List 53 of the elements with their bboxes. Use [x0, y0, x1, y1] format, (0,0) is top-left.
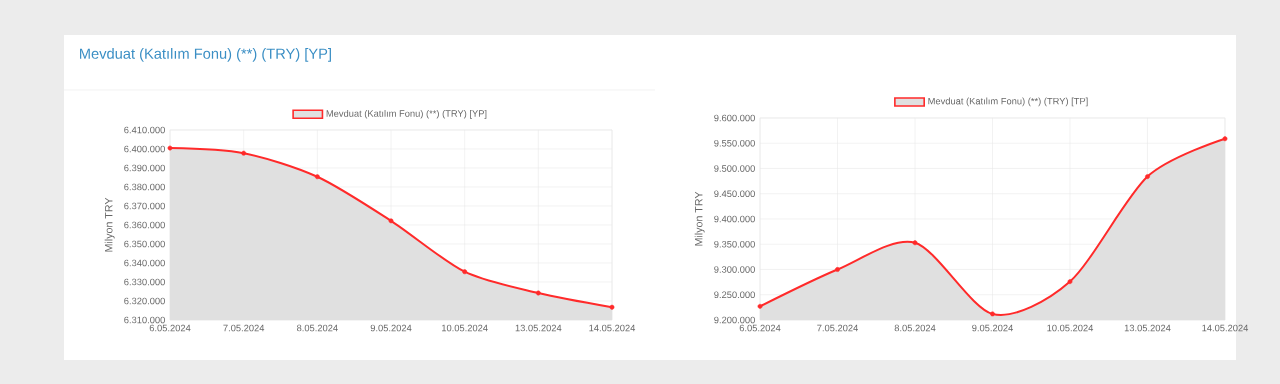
- y-tick-label: 6.310.000: [124, 316, 165, 324]
- chart-title: Mevduat (Katılım Fonu) (**) (TRY) [YP]: [80, 48, 331, 62]
- point: [835, 267, 840, 272]
- x-tick-label: 13.05.2024: [515, 324, 562, 332]
- point: [388, 218, 394, 224]
- x-tick-label: 13.05.2024: [1124, 324, 1171, 332]
- x-tick-label: 6.05.2024: [149, 324, 191, 332]
- x-tick-label: 9.05.2024: [972, 324, 1013, 332]
- point: [609, 304, 615, 310]
- y-tick-label: 6.370.000: [124, 202, 165, 210]
- y-tick-label: 6.320.000: [124, 297, 165, 305]
- y-tick-label: 6.340.000: [124, 259, 165, 267]
- y-axis-title: Milyon TRY: [104, 197, 115, 252]
- y-tick-label: 6.410.000: [124, 126, 165, 134]
- x-tick-label: 14.05.2024: [589, 324, 636, 332]
- point: [167, 145, 173, 151]
- y-tick-label: 9.550.000: [714, 139, 755, 147]
- y-tick-label: 6.380.000: [124, 183, 165, 191]
- legend-label: Mevduat (Katılım Fonu) (**) (TRY) [TP]: [928, 97, 1088, 107]
- point: [1067, 279, 1073, 285]
- point: [757, 303, 763, 309]
- y-tick-label: 6.390.000: [124, 164, 165, 172]
- point: [462, 269, 468, 275]
- x-tick-label: 10.05.2024: [442, 324, 488, 332]
- x-tick-label: 10.05.2024: [1047, 324, 1094, 332]
- y-tick-label: 6.350.000: [124, 240, 165, 248]
- point: [912, 240, 918, 246]
- y-tick-label: 9.200.000: [714, 316, 755, 324]
- y-tick-label: 9.350.000: [714, 240, 755, 248]
- y-tick-label: 9.300.000: [714, 266, 755, 273]
- y-tick-label: 9.450.000: [714, 190, 755, 198]
- x-tick-label: 14.05.2024: [1202, 324, 1249, 332]
- point: [1145, 174, 1150, 179]
- y-axis-title: Milyon TRY: [694, 191, 705, 246]
- point: [241, 150, 247, 156]
- y-tick-label: 9.400.000: [714, 215, 755, 223]
- x-tick-label: 6.05.2024: [739, 324, 781, 332]
- point: [990, 311, 995, 317]
- x-tick-label: 9.05.2024: [370, 324, 412, 332]
- point: [314, 174, 320, 180]
- point: [535, 290, 541, 296]
- y-tick-label: 9.500.000: [714, 165, 755, 172]
- x-tick-label: 7.05.2024: [817, 324, 858, 332]
- y-tick-label: 6.360.000: [124, 221, 165, 229]
- point: [1222, 136, 1228, 142]
- y-tick-label: 9.250.000: [714, 291, 755, 299]
- x-tick-label: 8.05.2024: [296, 324, 338, 332]
- y-tick-label: 9.600.000: [714, 114, 755, 122]
- x-tick-label: 7.05.2024: [223, 324, 265, 332]
- x-tick-label: 8.05.2024: [894, 324, 936, 332]
- y-tick-label: 6.400.000: [124, 145, 165, 153]
- y-tick-label: 6.330.000: [124, 278, 165, 286]
- legend-label: Mevduat (Katılım Fonu) (**) (TRY) [YP]: [326, 109, 487, 119]
